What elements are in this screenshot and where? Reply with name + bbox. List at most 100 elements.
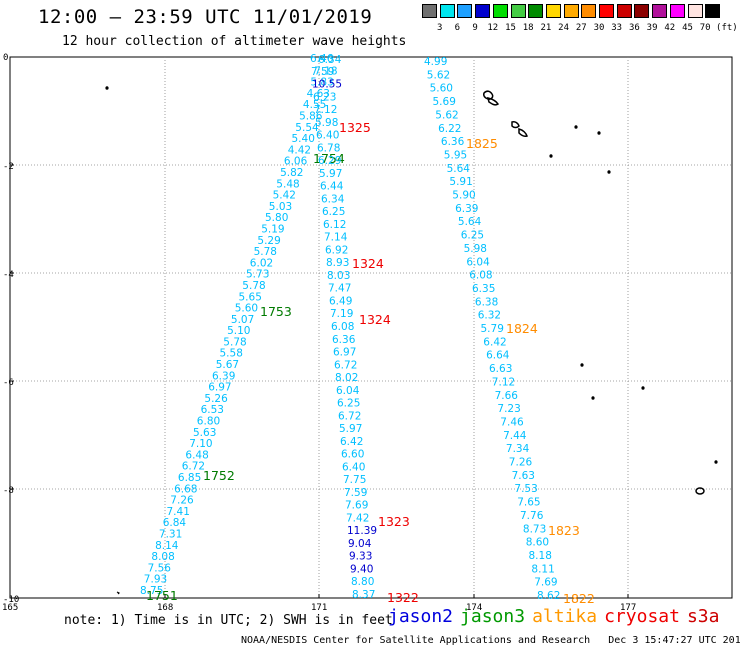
- wave-height-value: 6.44: [320, 181, 344, 193]
- wave-height-value: 5.07: [231, 314, 254, 326]
- y-axis-label: -6: [3, 378, 14, 388]
- wave-height-value: 6.72: [182, 461, 205, 473]
- wave-height-value: 8.73: [523, 523, 546, 535]
- track-time-label: 1751: [146, 588, 178, 603]
- wave-height-value: 4.99: [424, 56, 447, 68]
- x-axis-label: 174: [466, 603, 482, 613]
- wave-height-value: 5.83: [310, 77, 333, 89]
- wave-height-value: 6.36: [332, 334, 356, 346]
- colorbar-label: 21: [540, 23, 552, 33]
- wave-height-value: 7.59: [311, 66, 334, 78]
- colorbar-swatch: [581, 4, 597, 18]
- wave-height-value: 4.42: [288, 144, 311, 156]
- wave-height-value: 5.48: [276, 178, 299, 190]
- island-dot: [597, 131, 601, 135]
- wave-height-value: 8.08: [151, 551, 174, 563]
- footer-agency: NOAA/NESDIS Center for Satellite Applica…: [241, 635, 591, 646]
- wave-height-value: 5.97: [319, 168, 342, 180]
- wave-height-value: 5.67: [216, 359, 239, 371]
- wave-height-value: 6.39: [455, 203, 478, 215]
- wave-height-value: 7.42: [346, 512, 369, 524]
- wave-height-value: 7.12: [492, 376, 515, 388]
- colorbar-swatch: [652, 4, 668, 18]
- wave-height-value: 8.62: [537, 590, 560, 602]
- wave-height-value: 6.49: [329, 296, 352, 308]
- wave-height-value: 8.75: [140, 585, 163, 597]
- island-dot: [105, 86, 109, 90]
- note-text: note: 1) Time is in UTC; 2) SWH is in fe…: [64, 613, 393, 628]
- colorbar-swatch: [669, 4, 685, 18]
- wave-height-value: 6.25: [461, 230, 484, 242]
- island-atoll: [695, 487, 705, 495]
- track-time-label: 1822: [563, 591, 595, 606]
- wave-height-value: 5.78: [223, 336, 246, 348]
- colorbar-label: 36: [628, 23, 640, 33]
- colorbar-swatch: [705, 4, 721, 18]
- wave-height-value: 6.64: [486, 350, 510, 362]
- track-time-label: 1323: [378, 514, 410, 529]
- track-start-mark: [116, 591, 121, 595]
- wave-height-value: 6.72: [338, 410, 361, 422]
- wave-height-value: 5.78: [242, 280, 265, 292]
- colorbar-swatch: [510, 4, 526, 18]
- wave-height-value: 6.12: [323, 219, 346, 231]
- wave-height-value: 5.58: [220, 348, 243, 360]
- track-time-label: 1823: [548, 523, 580, 538]
- colorbar-label: 15: [505, 23, 516, 33]
- colorbar-label: 12: [487, 23, 499, 33]
- wave-height-value: 6.78: [317, 142, 340, 154]
- wave-height-value: 6.85: [178, 472, 201, 484]
- wave-height-value: 7.63: [512, 470, 535, 482]
- colorbar-label: 6: [454, 23, 461, 33]
- wave-height-value: 7.93: [144, 574, 167, 586]
- colorbar-label: 27: [575, 23, 587, 33]
- x-axis-label: 177: [620, 603, 636, 613]
- wave-height-value: 7.14: [324, 232, 348, 244]
- island-coastline: [518, 128, 528, 137]
- wave-height-value: 7.59: [344, 487, 367, 499]
- island-coastline: [483, 90, 494, 100]
- wave-height-value: 5.60: [235, 303, 258, 315]
- y-axis-label: -2: [3, 162, 14, 172]
- wave-height-value: 5.42: [273, 190, 296, 202]
- wave-height-value: 7.69: [534, 577, 557, 589]
- wave-height-value: 8.18: [529, 550, 552, 562]
- wave-height-value: 11.39: [347, 525, 377, 537]
- wave-height-value: 5.19: [261, 224, 284, 236]
- wave-height-value: 5.03: [269, 201, 292, 213]
- wave-height-value: 9.04: [348, 538, 372, 550]
- wave-height-value: 5.82: [280, 167, 303, 179]
- wave-height-value: 6.23: [313, 91, 336, 103]
- wave-height-value: 5.60: [430, 83, 453, 95]
- island-coastline: [511, 121, 520, 129]
- wave-height-value: 5.91: [449, 176, 472, 188]
- wave-height-value: 6.25: [337, 398, 360, 410]
- wave-height-value: 5.29: [257, 235, 280, 247]
- wave-height-value: 7.26: [170, 495, 194, 507]
- wave-height-value: 6.42: [340, 436, 363, 448]
- wave-height-value: 6.06: [284, 156, 308, 168]
- wave-height-value: 7.66: [495, 390, 519, 402]
- x-axis-label: 171: [311, 603, 327, 613]
- colorbar-swatch: [563, 4, 579, 18]
- colorbar-swatch: [616, 4, 632, 18]
- track-time-label: 1752: [203, 468, 235, 483]
- wave-height-value: 8.93: [326, 257, 349, 269]
- island-dot: [574, 125, 578, 129]
- page-title: 12:00 – 23:59 UTC 11/01/2019: [38, 6, 373, 28]
- y-axis-label: -8: [3, 486, 14, 496]
- page-subtitle: 12 hour collection of altimeter wave hei…: [62, 34, 407, 49]
- colorbar-label: 18: [522, 23, 534, 33]
- wave-height-value: 5.26: [204, 393, 228, 405]
- island-dot: [641, 386, 645, 390]
- footer-timestamp: Dec 3 15:47:27 UTC 2019: [608, 635, 740, 646]
- wave-height-value: 5.62: [427, 69, 450, 81]
- wave-height-value: 6.25: [322, 206, 345, 218]
- island-dot: [580, 363, 584, 367]
- wave-height-value: 5.73: [246, 269, 269, 281]
- track-time-label: 1825: [466, 136, 498, 151]
- wave-height-value: 6.92: [325, 244, 348, 256]
- wave-height-value: 5.62: [435, 109, 458, 121]
- island-coastline: [486, 96, 500, 106]
